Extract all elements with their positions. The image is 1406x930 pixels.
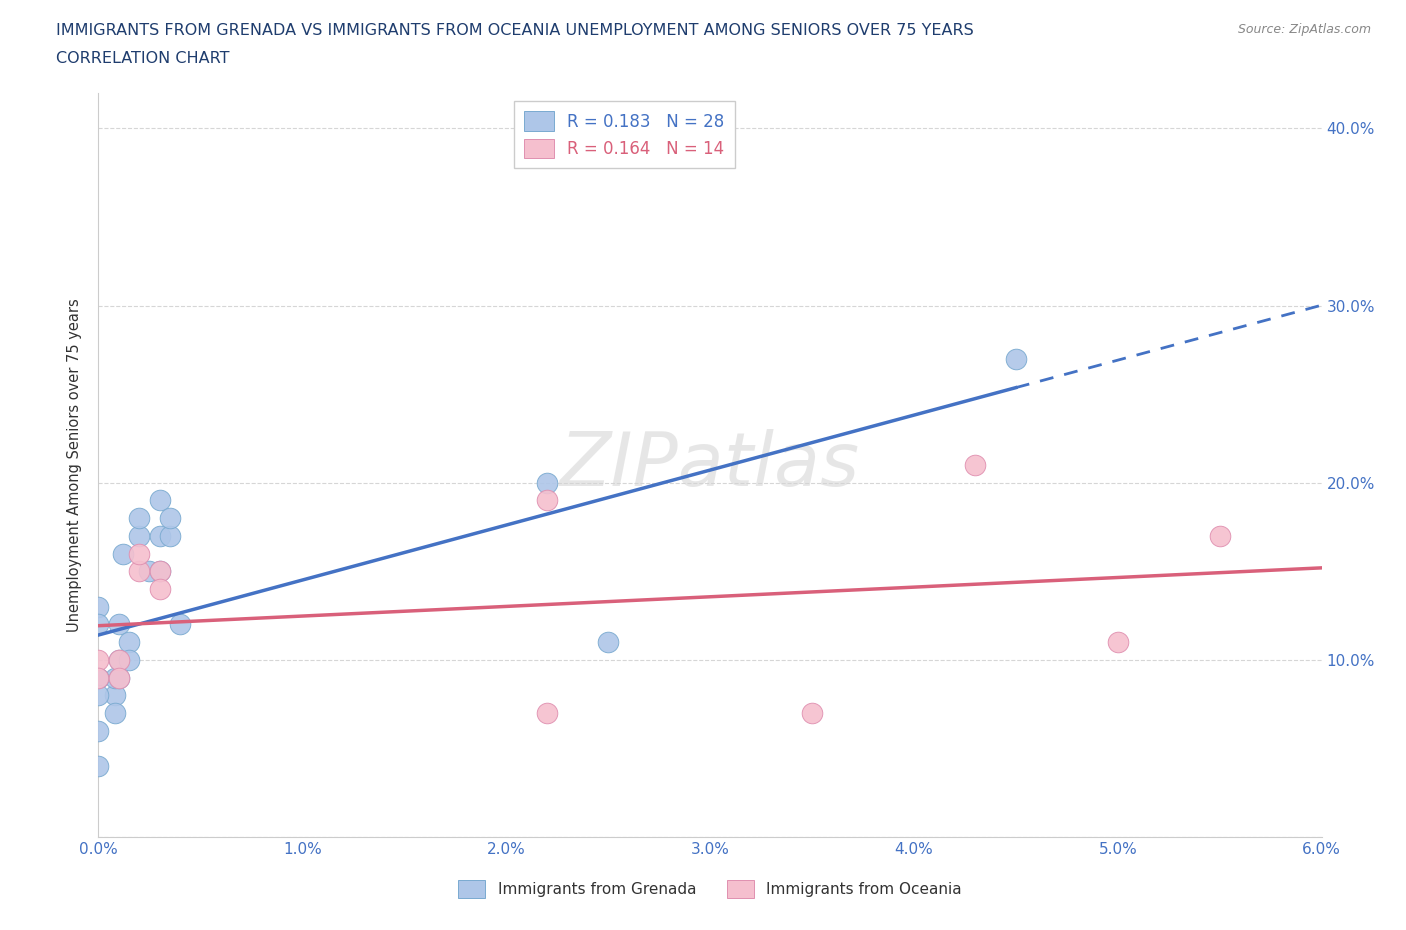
Point [149,564,172,578]
Point [1107,634,1129,649]
Point [159,511,181,525]
Point [598,634,620,649]
Point [87,599,110,614]
Text: ZIPatlas: ZIPatlas [560,429,860,501]
Point [169,617,191,631]
Text: IMMIGRANTS FROM GRENADA VS IMMIGRANTS FROM OCEANIA UNEMPLOYMENT AMONG SENIORS OV: IMMIGRANTS FROM GRENADA VS IMMIGRANTS FR… [56,23,974,38]
Point [87,671,110,685]
Point [536,493,558,508]
Point [87,671,110,685]
Point [108,653,131,668]
Point [108,671,131,685]
Text: Source: ZipAtlas.com: Source: ZipAtlas.com [1237,23,1371,36]
Point [536,475,558,490]
Text: CORRELATION CHART: CORRELATION CHART [56,51,229,66]
Point [87,671,110,685]
Point [87,688,110,703]
Point [118,634,141,649]
Point [149,581,172,596]
Point [801,706,824,721]
Legend: Immigrants from Grenada, Immigrants from Oceania: Immigrants from Grenada, Immigrants from… [451,874,969,904]
Point [104,688,127,703]
Point [128,546,150,561]
Point [536,706,558,721]
Point [87,759,110,774]
Point [138,564,160,578]
Point [111,546,134,561]
Point [149,564,172,578]
Point [128,528,150,543]
Point [118,653,141,668]
Point [1208,528,1232,543]
Point [149,528,172,543]
Point [108,653,131,668]
Point [128,511,150,525]
Point [104,706,127,721]
Point [149,493,172,508]
Point [159,528,181,543]
Point [87,724,110,738]
Point [963,458,986,472]
Point [1004,352,1026,366]
Point [87,617,110,631]
Point [128,564,150,578]
Point [108,617,131,631]
Point [104,671,127,685]
Y-axis label: Unemployment Among Seniors over 75 years: Unemployment Among Seniors over 75 years [67,299,83,631]
Point [87,653,110,668]
Point [108,671,131,685]
